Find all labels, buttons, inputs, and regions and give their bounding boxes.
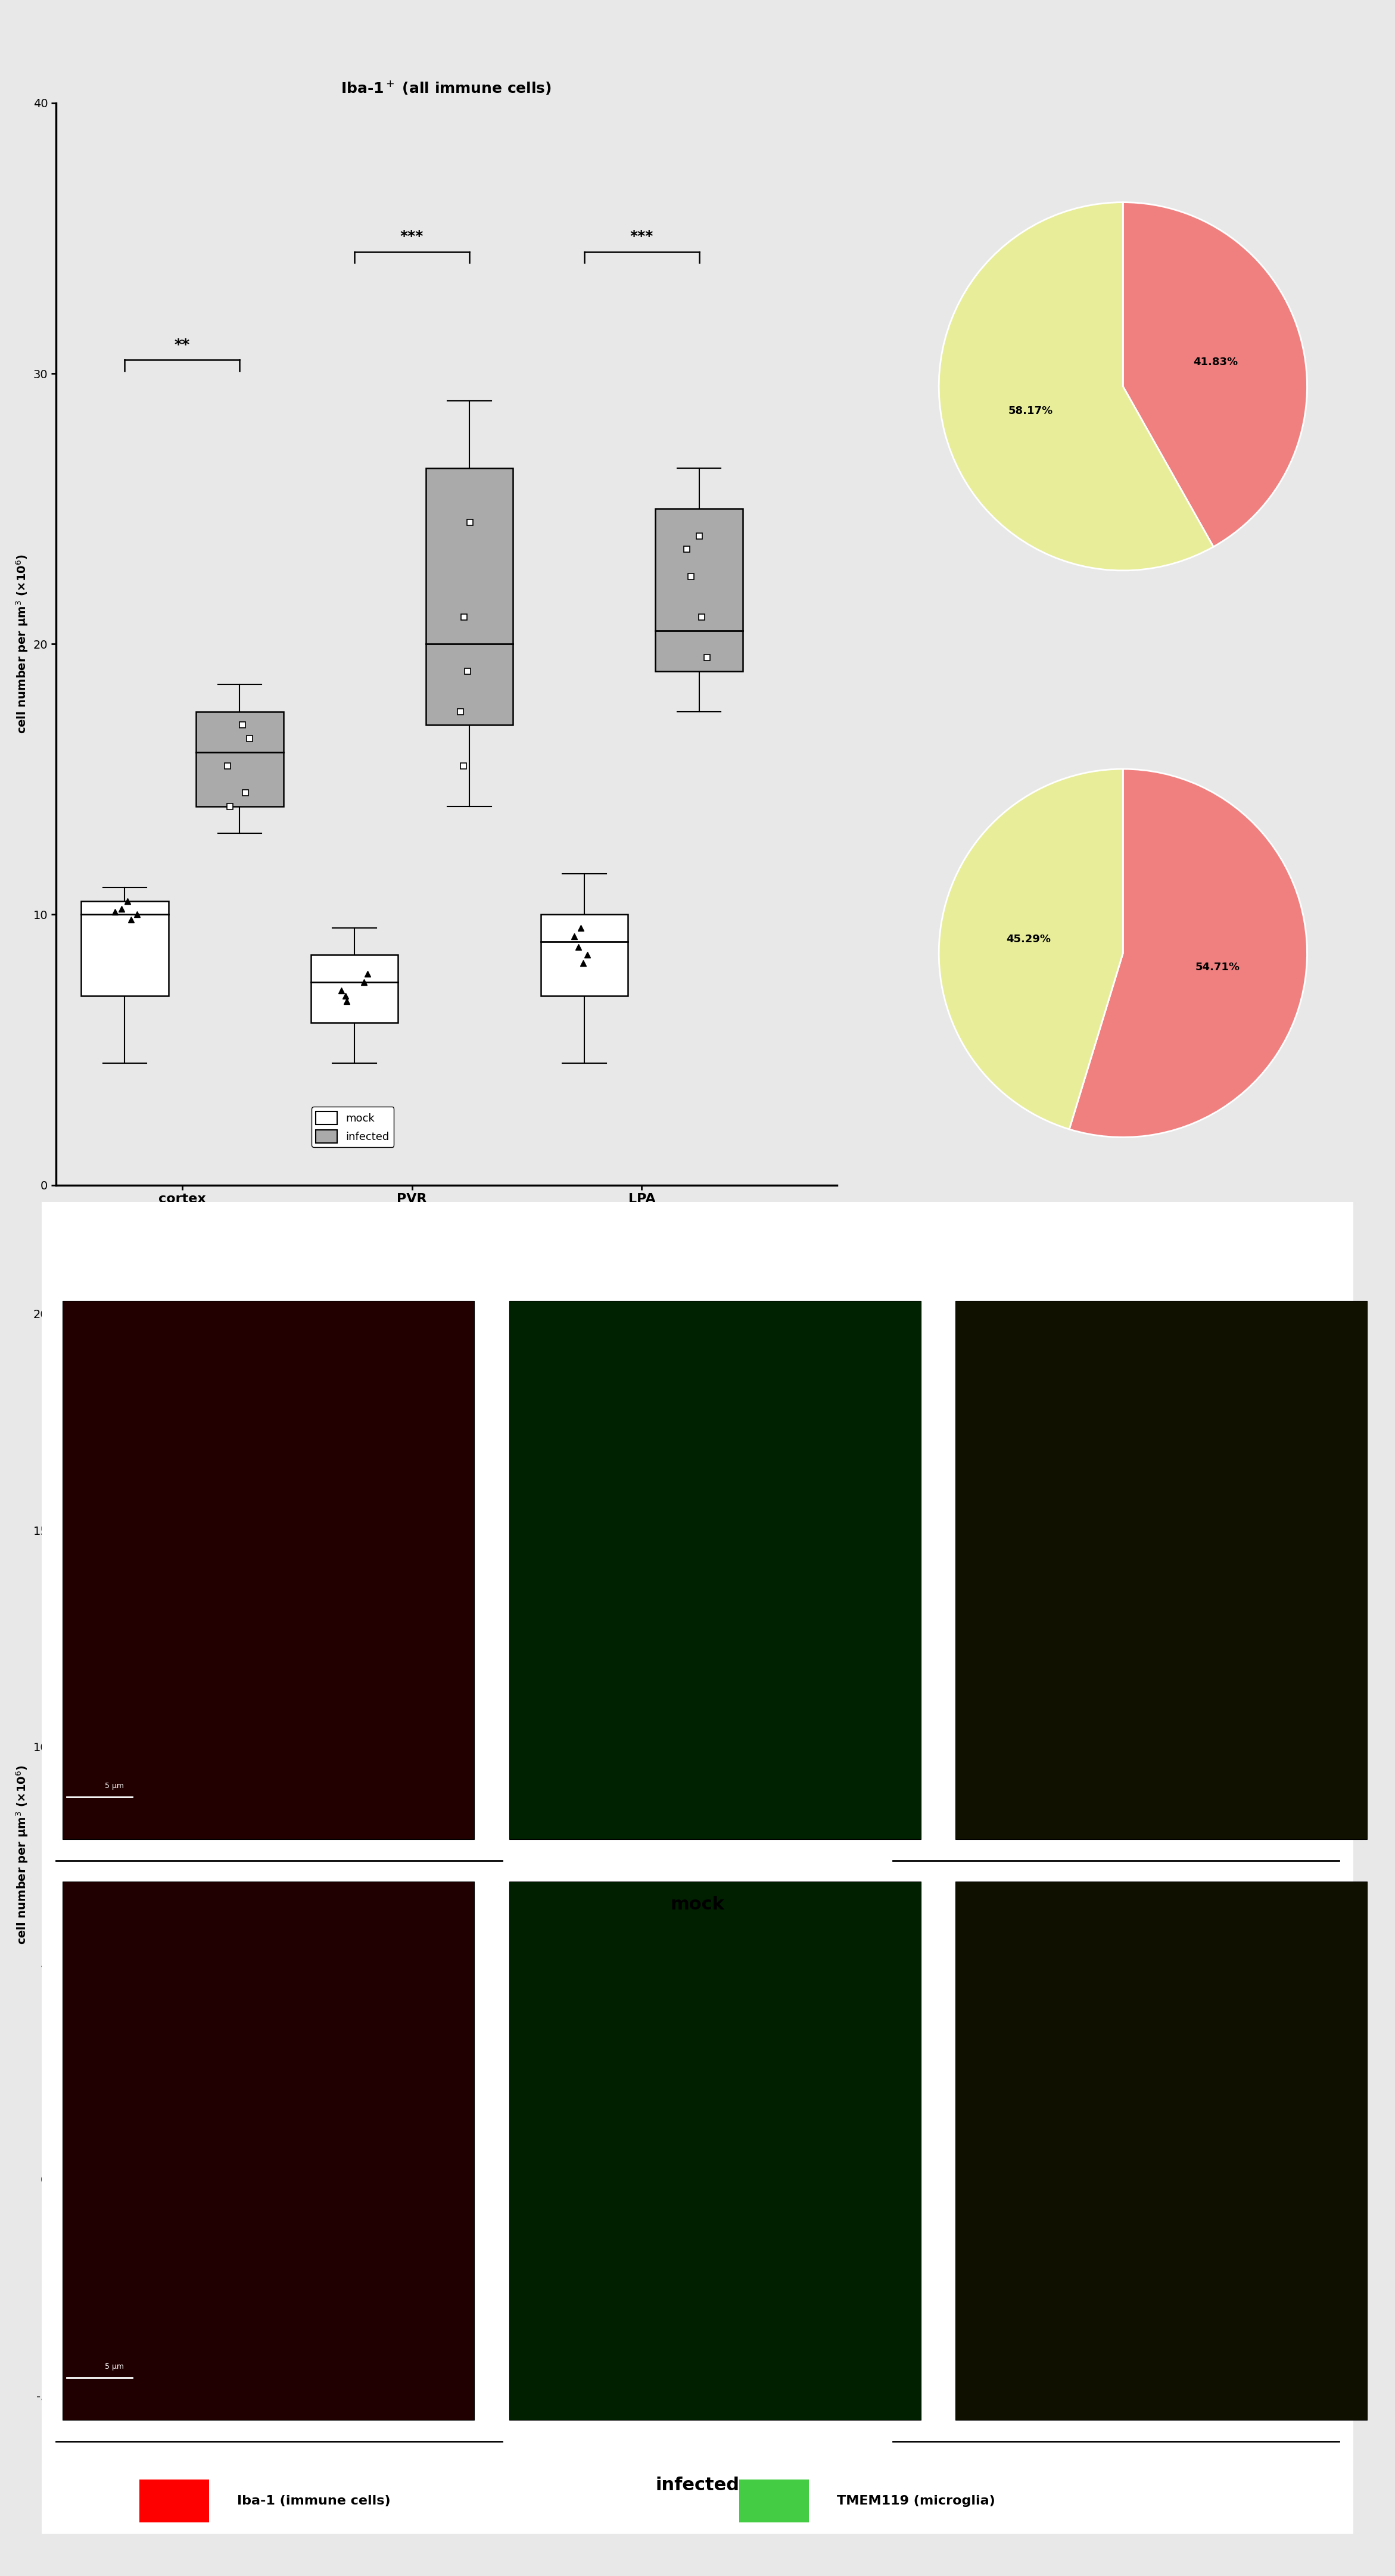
Legend: mock, infected: mock, infected [311, 1108, 393, 1146]
Text: ***: *** [631, 229, 653, 245]
Text: TMEM119 (microglia): TMEM119 (microglia) [837, 2496, 995, 2506]
Bar [541, 914, 628, 997]
Wedge shape [939, 1414, 1269, 1780]
Bar [739, 2481, 809, 2522]
Y-axis label: cell number per μm$^3$ (×10$^6$): cell number per μm$^3$ (×10$^6$) [14, 554, 29, 734]
Text: 5 μm: 5 μm [105, 1783, 124, 1790]
Title: Iba-1$^+$ / TMEM119$^-$ (infiltrated cells from periphery): Iba-1$^+$ / TMEM119$^-$ (infiltrated cel… [236, 1291, 657, 1309]
Wedge shape [1123, 1414, 1307, 1708]
Legend: mock, infected: mock, infected [77, 1340, 159, 1376]
Bar [956, 1880, 1367, 2421]
Bar [195, 711, 283, 806]
Bar [311, 956, 398, 1023]
Bar [425, 1682, 513, 2179]
Bar [509, 1301, 921, 1839]
Bar [63, 1880, 474, 2421]
Bar [140, 2481, 209, 2522]
Bar [195, 1888, 283, 2179]
Wedge shape [1123, 204, 1307, 546]
Text: 41.83%: 41.83% [1193, 355, 1237, 368]
Text: 45.29%: 45.29% [1006, 933, 1050, 945]
Text: 58.17%: 58.17% [1009, 404, 1053, 417]
Bar [656, 510, 742, 670]
Text: Iba-1 (immune cells): Iba-1 (immune cells) [237, 2496, 391, 2506]
Text: 37.98%: 37.98% [1186, 1548, 1232, 1561]
Text: **: ** [174, 337, 190, 353]
Bar [81, 902, 169, 997]
Wedge shape [939, 204, 1214, 569]
Bar [956, 1301, 1367, 1839]
Bar [656, 1811, 742, 2179]
Text: ***: *** [400, 229, 424, 245]
Bar [425, 469, 513, 726]
Text: mock: mock [671, 1896, 724, 1914]
Text: infected: infected [656, 2478, 739, 2494]
Text: 54.71%: 54.71% [1196, 961, 1240, 974]
Bar [63, 1301, 474, 1839]
Wedge shape [1070, 770, 1307, 1136]
Title: Iba-1$^+$ (all immune cells): Iba-1$^+$ (all immune cells) [340, 80, 552, 95]
Text: 69.52%: 69.52% [1016, 1633, 1060, 1646]
Bar [509, 1880, 921, 2421]
Legend: TMEM119$^+$ / Iba-1$^+$, only Iba-1$^+$: TMEM119$^+$ / Iba-1$^+$, only Iba-1$^+$ [884, 1976, 1020, 2017]
Y-axis label: cell number per μm$^3$ (×10$^6$): cell number per μm$^3$ (×10$^6$) [14, 1765, 29, 1945]
Wedge shape [939, 770, 1123, 1128]
Text: 5 μm: 5 μm [105, 2362, 124, 2370]
